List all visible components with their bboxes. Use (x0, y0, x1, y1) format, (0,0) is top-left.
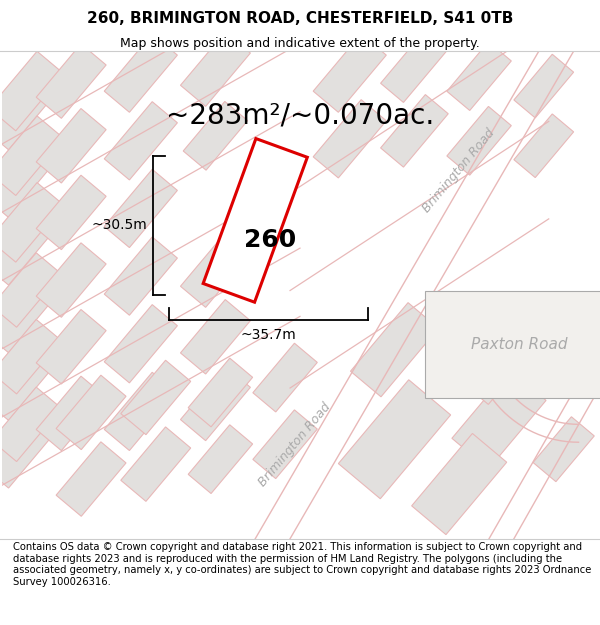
Polygon shape (0, 275, 53, 352)
Polygon shape (56, 375, 126, 449)
Polygon shape (36, 309, 106, 384)
Text: Contains OS data © Crown copyright and database right 2021. This information is : Contains OS data © Crown copyright and d… (13, 542, 592, 587)
Polygon shape (104, 372, 178, 451)
Polygon shape (104, 304, 178, 383)
Polygon shape (447, 106, 511, 175)
Polygon shape (104, 169, 178, 248)
Text: ~283m²/~0.070ac.: ~283m²/~0.070ac. (166, 102, 434, 130)
Polygon shape (121, 360, 191, 435)
Polygon shape (56, 442, 126, 516)
Polygon shape (514, 114, 574, 178)
Polygon shape (350, 302, 439, 397)
Polygon shape (0, 208, 53, 285)
Text: 260: 260 (244, 228, 296, 253)
Text: Brimington Road: Brimington Road (421, 126, 498, 215)
Polygon shape (0, 140, 53, 218)
Text: Paxton Road: Paxton Road (470, 338, 567, 352)
Polygon shape (36, 44, 106, 118)
Polygon shape (0, 116, 64, 196)
Polygon shape (514, 54, 574, 118)
Polygon shape (36, 243, 106, 318)
Polygon shape (0, 342, 53, 421)
Polygon shape (183, 101, 248, 170)
Polygon shape (0, 319, 61, 394)
Text: Brimington Road: Brimington Road (256, 400, 334, 489)
Text: ~35.7m: ~35.7m (240, 328, 296, 342)
Polygon shape (104, 237, 178, 315)
Polygon shape (0, 387, 61, 462)
Polygon shape (0, 411, 53, 488)
Polygon shape (412, 434, 507, 534)
Polygon shape (36, 109, 106, 183)
Polygon shape (461, 325, 536, 404)
Polygon shape (0, 51, 64, 131)
Text: Map shows position and indicative extent of the property.: Map shows position and indicative extent… (120, 37, 480, 50)
Polygon shape (181, 366, 250, 441)
Polygon shape (380, 30, 448, 102)
Polygon shape (121, 427, 191, 501)
Polygon shape (188, 425, 253, 494)
Polygon shape (253, 410, 317, 479)
Polygon shape (181, 299, 250, 374)
Polygon shape (181, 233, 250, 308)
Polygon shape (104, 102, 178, 180)
Polygon shape (0, 72, 53, 150)
Polygon shape (0, 182, 64, 262)
Polygon shape (188, 358, 253, 427)
Polygon shape (313, 99, 386, 178)
Text: ~30.5m: ~30.5m (91, 218, 147, 232)
Polygon shape (452, 370, 546, 469)
Polygon shape (380, 94, 448, 167)
Polygon shape (181, 32, 250, 106)
Text: 260, BRIMINGTON ROAD, CHESTERFIELD, S41 0TB: 260, BRIMINGTON ROAD, CHESTERFIELD, S41 … (87, 11, 513, 26)
Polygon shape (253, 343, 317, 412)
Polygon shape (0, 253, 61, 328)
Polygon shape (104, 34, 178, 112)
Polygon shape (36, 376, 106, 451)
Polygon shape (447, 42, 511, 111)
Polygon shape (36, 175, 106, 249)
Polygon shape (313, 34, 386, 112)
Polygon shape (533, 417, 594, 482)
Polygon shape (338, 380, 451, 499)
Polygon shape (203, 139, 307, 302)
